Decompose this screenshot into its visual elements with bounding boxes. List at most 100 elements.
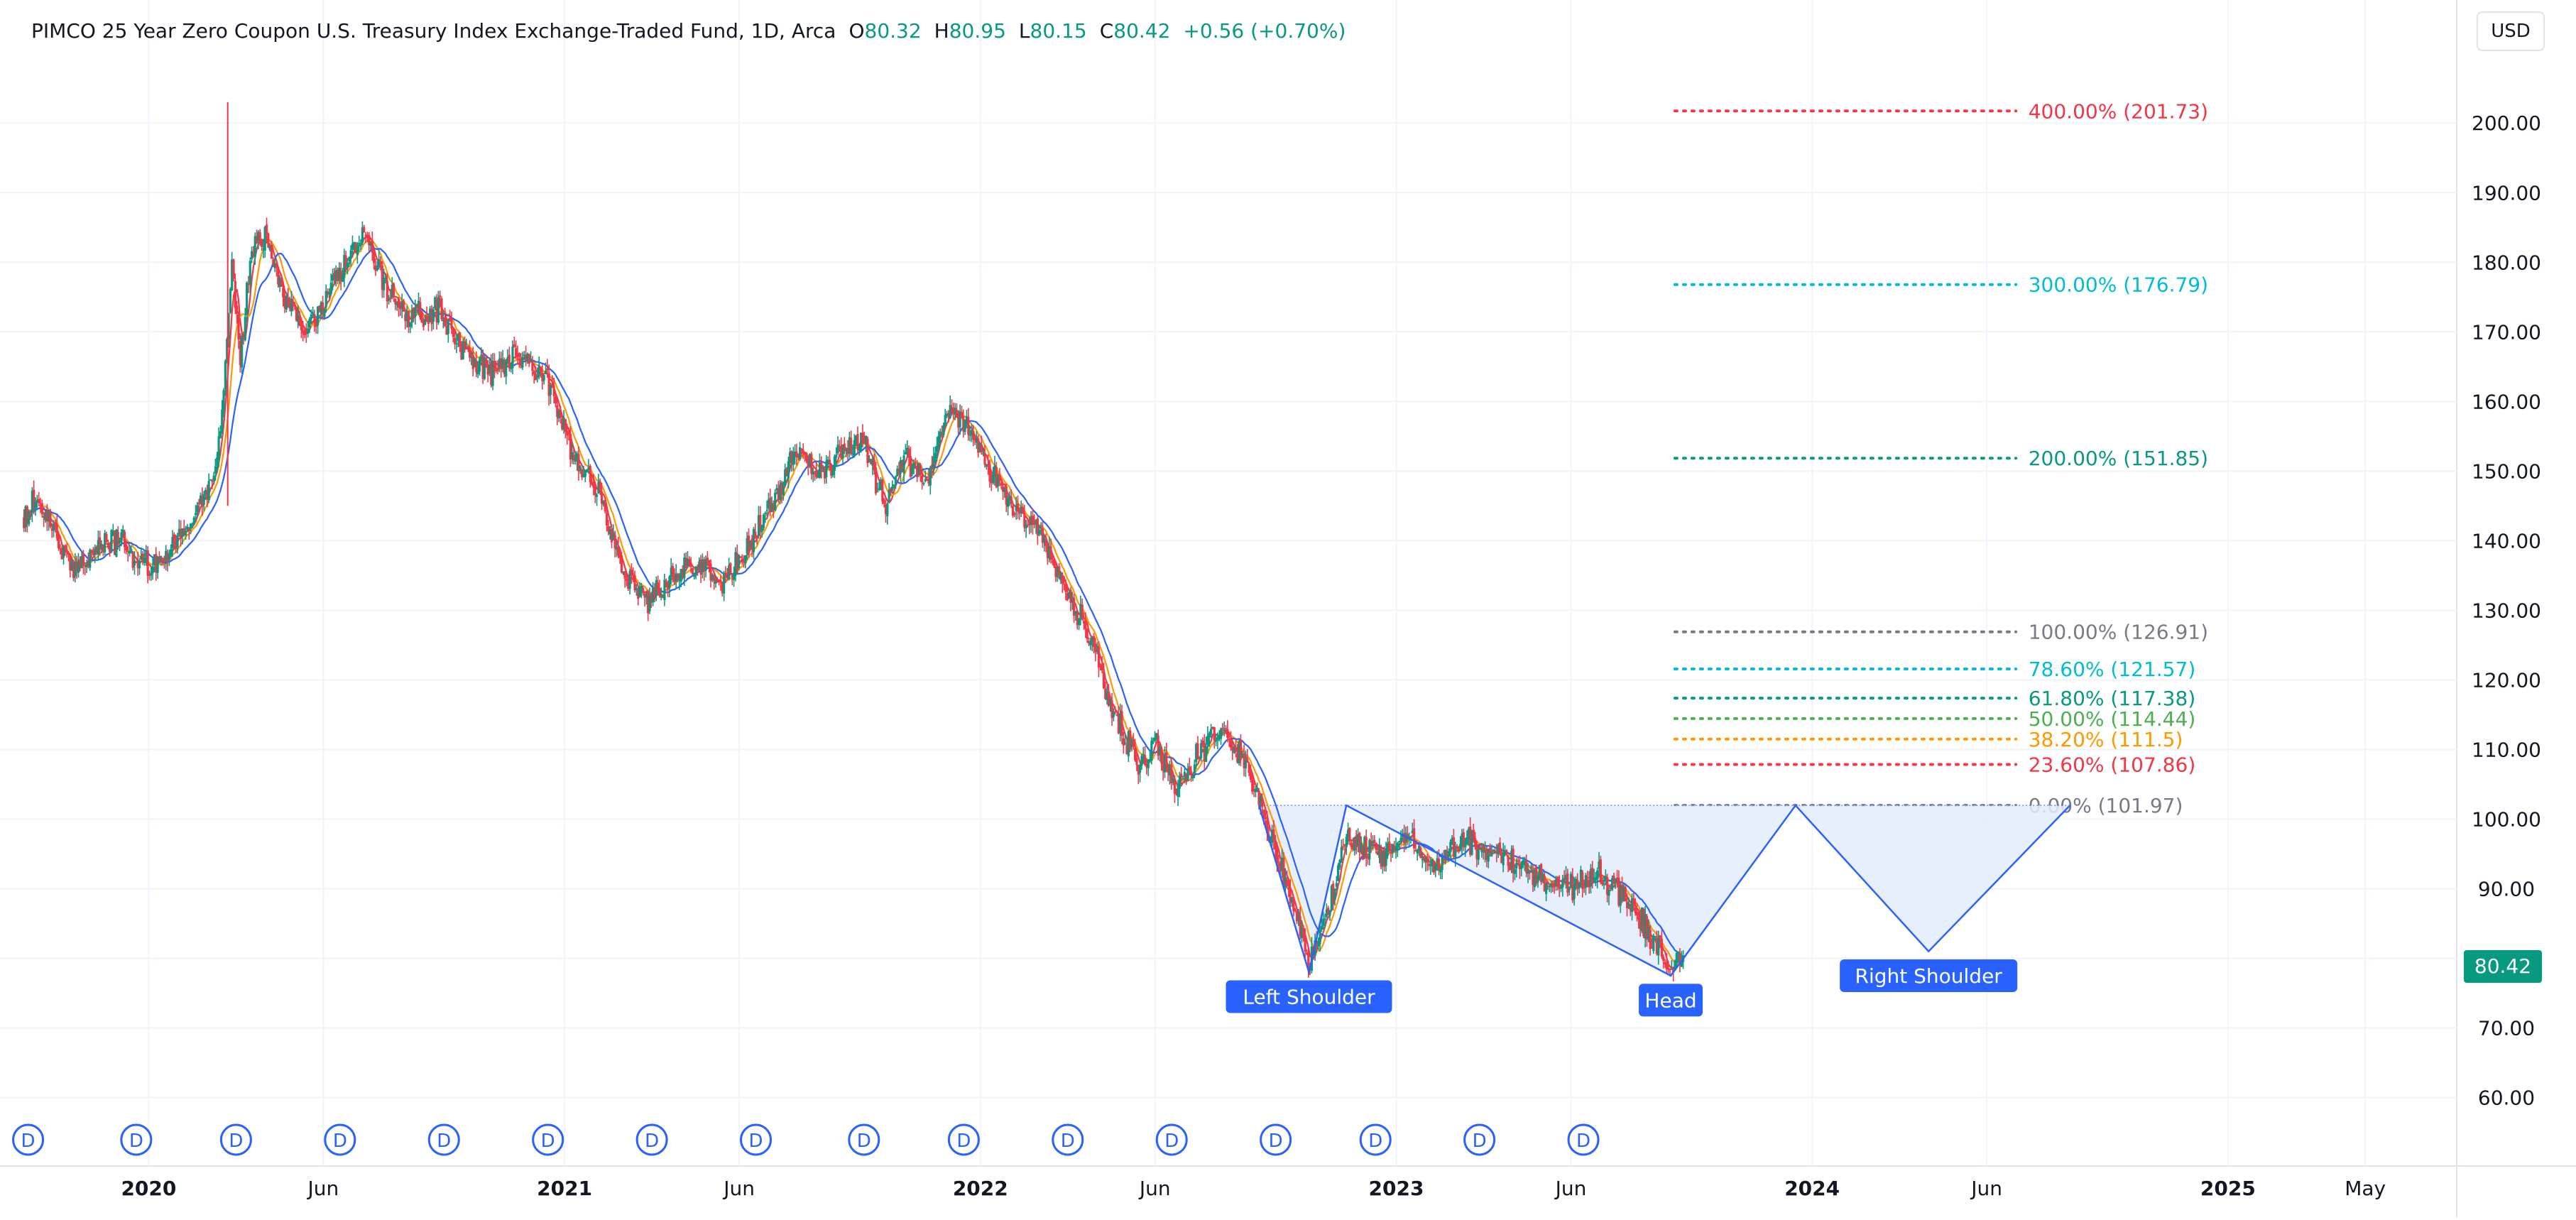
candle-body: [1654, 936, 1657, 937]
candle-body: [1467, 829, 1470, 840]
candle-body: [539, 366, 542, 373]
candle-body: [1635, 911, 1639, 916]
candle-body: [542, 375, 545, 381]
candle-body: [462, 341, 464, 359]
candle-body: [777, 488, 780, 500]
candle-body: [102, 545, 104, 552]
candle-body: [759, 515, 762, 530]
candle-body: [1180, 773, 1183, 778]
candle-body: [1238, 741, 1240, 763]
candle-body: [845, 450, 848, 452]
candle-body: [1579, 869, 1583, 882]
candle-body: [485, 358, 488, 368]
candle-body: [1441, 856, 1443, 871]
candle-body: [95, 547, 98, 554]
candle-body: [1300, 927, 1304, 938]
candle-body: [145, 552, 148, 557]
candle-body: [836, 445, 839, 454]
candle-body: [399, 305, 402, 309]
candle-body: [770, 503, 773, 513]
candle-body: [320, 302, 322, 314]
candle-body: [176, 535, 179, 548]
dividend-marker-label: D: [645, 1131, 659, 1152]
candle-body: [237, 315, 240, 340]
candle-body: [879, 479, 883, 491]
candle-body: [146, 550, 149, 576]
candle-body: [1462, 832, 1465, 846]
candle-body: [620, 555, 623, 573]
candle-body: [1541, 873, 1544, 882]
candle-body: [1417, 846, 1421, 851]
symbol-header[interactable]: PIMCO 25 Year Zero Coupon U.S. Treasury …: [31, 13, 1346, 48]
candle-body: [478, 359, 481, 372]
candle-body: [934, 452, 937, 459]
candle-body: [988, 464, 991, 482]
candle-body: [762, 514, 765, 528]
candle-body: [326, 291, 329, 294]
candle-body: [1657, 937, 1660, 956]
candle-body: [241, 335, 244, 368]
candle-body: [1522, 860, 1524, 866]
candle-body: [1411, 830, 1414, 834]
candle-body: [141, 553, 144, 562]
candle-body: [1679, 953, 1681, 966]
candle-body: [1660, 938, 1663, 957]
candle-body: [1361, 846, 1365, 860]
candle-body: [387, 299, 391, 301]
currency-button[interactable]: USD: [2477, 11, 2545, 51]
candle-body: [1106, 691, 1108, 700]
fib-level-percent: 50.00%: [2029, 707, 2105, 731]
candle-body: [647, 590, 650, 614]
candle-body: [1625, 901, 1629, 908]
fib-level-label: 38.20% (111.5): [2029, 728, 2183, 751]
candle-body: [1137, 764, 1140, 775]
candle-body: [1148, 759, 1152, 762]
fib-level-open-paren: (: [2105, 707, 2119, 731]
candle-body: [1013, 513, 1016, 515]
candle-body: [1619, 886, 1622, 906]
candle-body: [1010, 496, 1013, 504]
candle-body: [967, 416, 970, 435]
candle-body: [524, 355, 528, 361]
fib-level-close-paren: ): [2176, 794, 2183, 817]
candle-body: [1487, 850, 1490, 862]
candle-body: [917, 463, 920, 476]
low-key: L: [1018, 18, 1030, 43]
candle-body: [1134, 748, 1137, 761]
candle-body: [305, 332, 307, 334]
candle-body: [897, 469, 900, 474]
candle-body: [1515, 862, 1518, 868]
candle-body: [180, 528, 182, 538]
candle-body: [397, 299, 400, 308]
high-value: 80.95: [949, 18, 1006, 43]
candle-body: [361, 227, 364, 244]
candle-body: [80, 556, 83, 568]
candle-body: [536, 376, 539, 378]
candle-body: [1627, 903, 1630, 907]
candle-body: [366, 236, 369, 239]
candle-body: [904, 452, 907, 454]
candle-body: [1589, 869, 1593, 887]
candle-body: [618, 555, 621, 558]
price-tick-label: 170.00: [2472, 320, 2541, 344]
candle-body: [1246, 758, 1249, 763]
candle-body: [500, 358, 503, 369]
candle-body: [508, 354, 511, 369]
candle-body: [886, 503, 889, 517]
candle-body: [1249, 772, 1252, 780]
candle-body: [1540, 864, 1543, 883]
candle-body: [92, 550, 94, 555]
candle-body: [549, 385, 552, 395]
candle-body: [1513, 869, 1517, 874]
candle-body: [1071, 599, 1074, 601]
candle-body: [52, 523, 55, 531]
candle-body: [1096, 650, 1098, 651]
candle-body: [165, 550, 168, 565]
candle-body: [912, 463, 915, 469]
candle-body: [528, 354, 530, 364]
candle-body: [1642, 908, 1645, 937]
candle-body: [128, 551, 131, 554]
candle-body: [181, 528, 184, 537]
